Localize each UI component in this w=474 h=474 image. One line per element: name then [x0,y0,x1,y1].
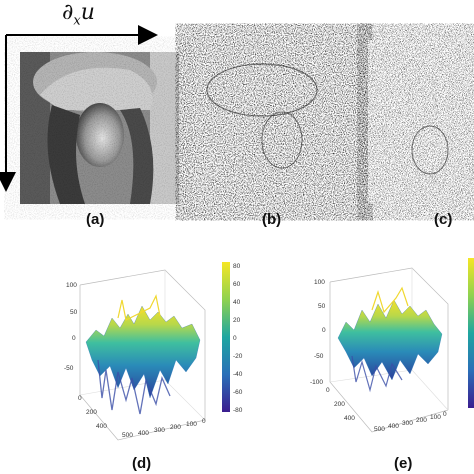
caption-e: (e) [394,455,413,472]
partial-symbol: ∂ [62,0,74,25]
d-y-tick: 0 [78,395,82,402]
d-x-tick: 200 [170,424,181,431]
caption-b: (b) [262,211,282,228]
edge-image-c [368,40,474,204]
d-cbar-tick: 0 [233,335,237,342]
d-cbar-tick: -60 [233,389,243,396]
d-z-tick: -50 [64,365,74,372]
d-x-tick: 400 [138,430,149,437]
surface-plot-e [329,258,474,433]
partial-subscript: x [73,13,81,29]
e-y-tick: 400 [344,415,355,422]
edge-image-b [192,40,356,204]
e-x-tick: 100 [430,414,441,421]
photo-original [20,52,179,204]
d-y-tick: 200 [86,409,97,416]
derivative-label: ∂xu [62,0,95,28]
caption-a: (a) [86,211,105,228]
e-x-tick: 300 [402,420,413,427]
d-cbar-tick: 20 [233,317,241,324]
d-x-tick: 100 [186,421,197,428]
caption-d: (d) [132,455,152,472]
e-x-tick: 200 [416,417,427,424]
d-z-tick: 0 [72,335,76,342]
d-cbar-tick: -20 [233,353,243,360]
d-cbar-tick: -80 [233,407,243,414]
partial-variable: u [80,0,95,25]
e-z-tick: -100 [310,379,323,386]
caption-c: (c) [434,211,453,228]
d-z-tick: 100 [66,282,77,289]
d-x-tick: 0 [202,418,206,425]
d-x-tick: 300 [154,427,165,434]
e-x-tick: 500 [374,426,385,433]
e-z-tick: 100 [314,279,325,286]
e-y-tick: 200 [334,401,345,408]
e-z-tick: 50 [318,303,326,310]
d-z-tick: 50 [70,309,78,316]
d-cbar-tick: 80 [233,263,241,270]
d-cbar-tick: 40 [233,299,241,306]
e-y-tick: 0 [326,387,330,394]
e-x-tick: 400 [388,423,399,430]
d-y-tick: 400 [96,423,107,430]
d-cbar-tick: -40 [233,371,243,378]
e-x-tick: 0 [443,411,447,418]
surface-plot-d [79,262,230,441]
e-z-tick: -50 [314,353,324,360]
e-z-tick: 0 [322,327,326,334]
d-cbar-tick: 60 [233,281,241,288]
d-x-tick: 500 [122,432,133,439]
